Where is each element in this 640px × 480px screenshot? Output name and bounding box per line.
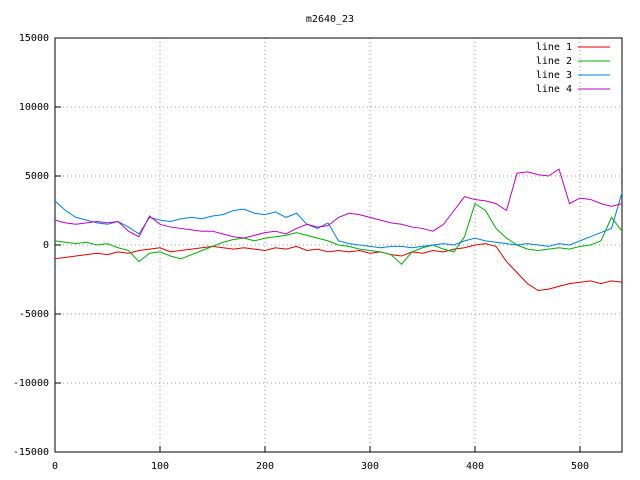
legend-label: line 2 (536, 56, 572, 67)
y-tick-label: 5000 (25, 171, 49, 182)
y-tick-label: 0 (43, 240, 49, 251)
legend-label: line 4 (536, 84, 572, 95)
x-tick-label: 0 (52, 461, 58, 472)
x-tick-label: 300 (361, 461, 379, 472)
x-tick-label: 200 (256, 461, 274, 472)
line-series (54, 168, 623, 239)
line-series (54, 202, 623, 266)
y-tick-label: -10000 (13, 378, 49, 389)
y-tick-label: -15000 (13, 447, 49, 458)
y-tick-label: 10000 (19, 102, 49, 113)
x-tick-label: 100 (151, 461, 169, 472)
y-tick-label: -5000 (19, 309, 49, 320)
chart-title: m2640_23 (306, 14, 354, 25)
x-tick-label: 400 (466, 461, 484, 472)
y-tick-label: 15000 (19, 33, 49, 44)
plot-border (54, 37, 623, 453)
line-series (54, 192, 623, 249)
x-tick-label: 500 (571, 461, 589, 472)
legend-label: line 1 (536, 42, 572, 53)
legend-label: line 3 (536, 70, 572, 81)
line-series (54, 243, 623, 292)
